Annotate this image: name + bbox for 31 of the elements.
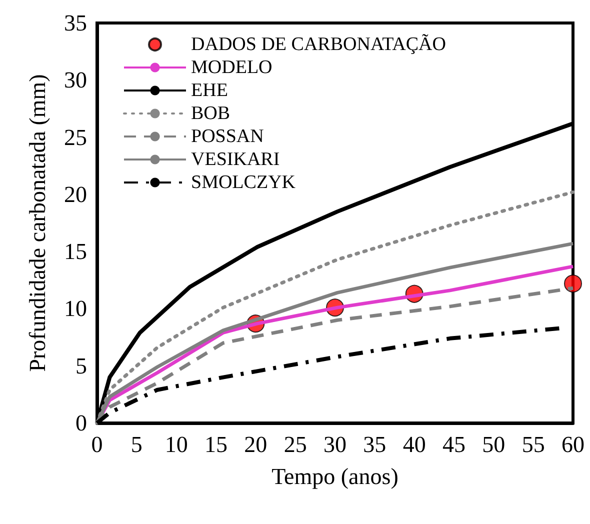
x-tick-label: 35 [363, 432, 386, 457]
x-tick-label: 5 [130, 432, 142, 457]
legend-label: POSSAN [191, 126, 264, 147]
x-tick-label: 50 [482, 432, 506, 457]
legend-label: EHE [191, 80, 228, 101]
legend-label: MODELO [191, 57, 272, 78]
y-tick-label: 35 [64, 10, 87, 36]
x-tick-label: 25 [284, 432, 307, 457]
legend-label: DADOS DE CARBONATAÇÃO [191, 34, 446, 55]
x-tick-label: 45 [442, 432, 466, 457]
x-tick-label: 15 [204, 432, 228, 457]
x-axis-title: Tempo (anos) [272, 464, 398, 489]
legend-label: VESIKARI [191, 149, 280, 170]
point [564, 274, 582, 293]
y-tick-label: 15 [64, 239, 87, 264]
x-tick-label: 30 [324, 432, 346, 457]
x-tick-label: 0 [91, 432, 103, 457]
y-tick-label: 0 [76, 410, 87, 436]
y-tick-label: 5 [76, 353, 87, 378]
y-tick-label: 30 [64, 68, 87, 93]
x-tick-label: 40 [402, 432, 426, 457]
legend-label: BOB [191, 103, 230, 124]
y-tick-label: 20 [64, 182, 87, 207]
x-tick-label: 20 [244, 432, 268, 457]
x-tick-label: 10 [164, 432, 188, 457]
y-tick-label: 25 [64, 124, 87, 150]
legend-label: SMOLCZYK [191, 172, 296, 193]
x-tick-label: 60 [562, 432, 584, 457]
y-axis-title: Profundidade carbonatada (mm) [25, 74, 50, 372]
y-tick-label: 10 [64, 296, 87, 322]
x-tick-label: 55 [522, 432, 545, 457]
